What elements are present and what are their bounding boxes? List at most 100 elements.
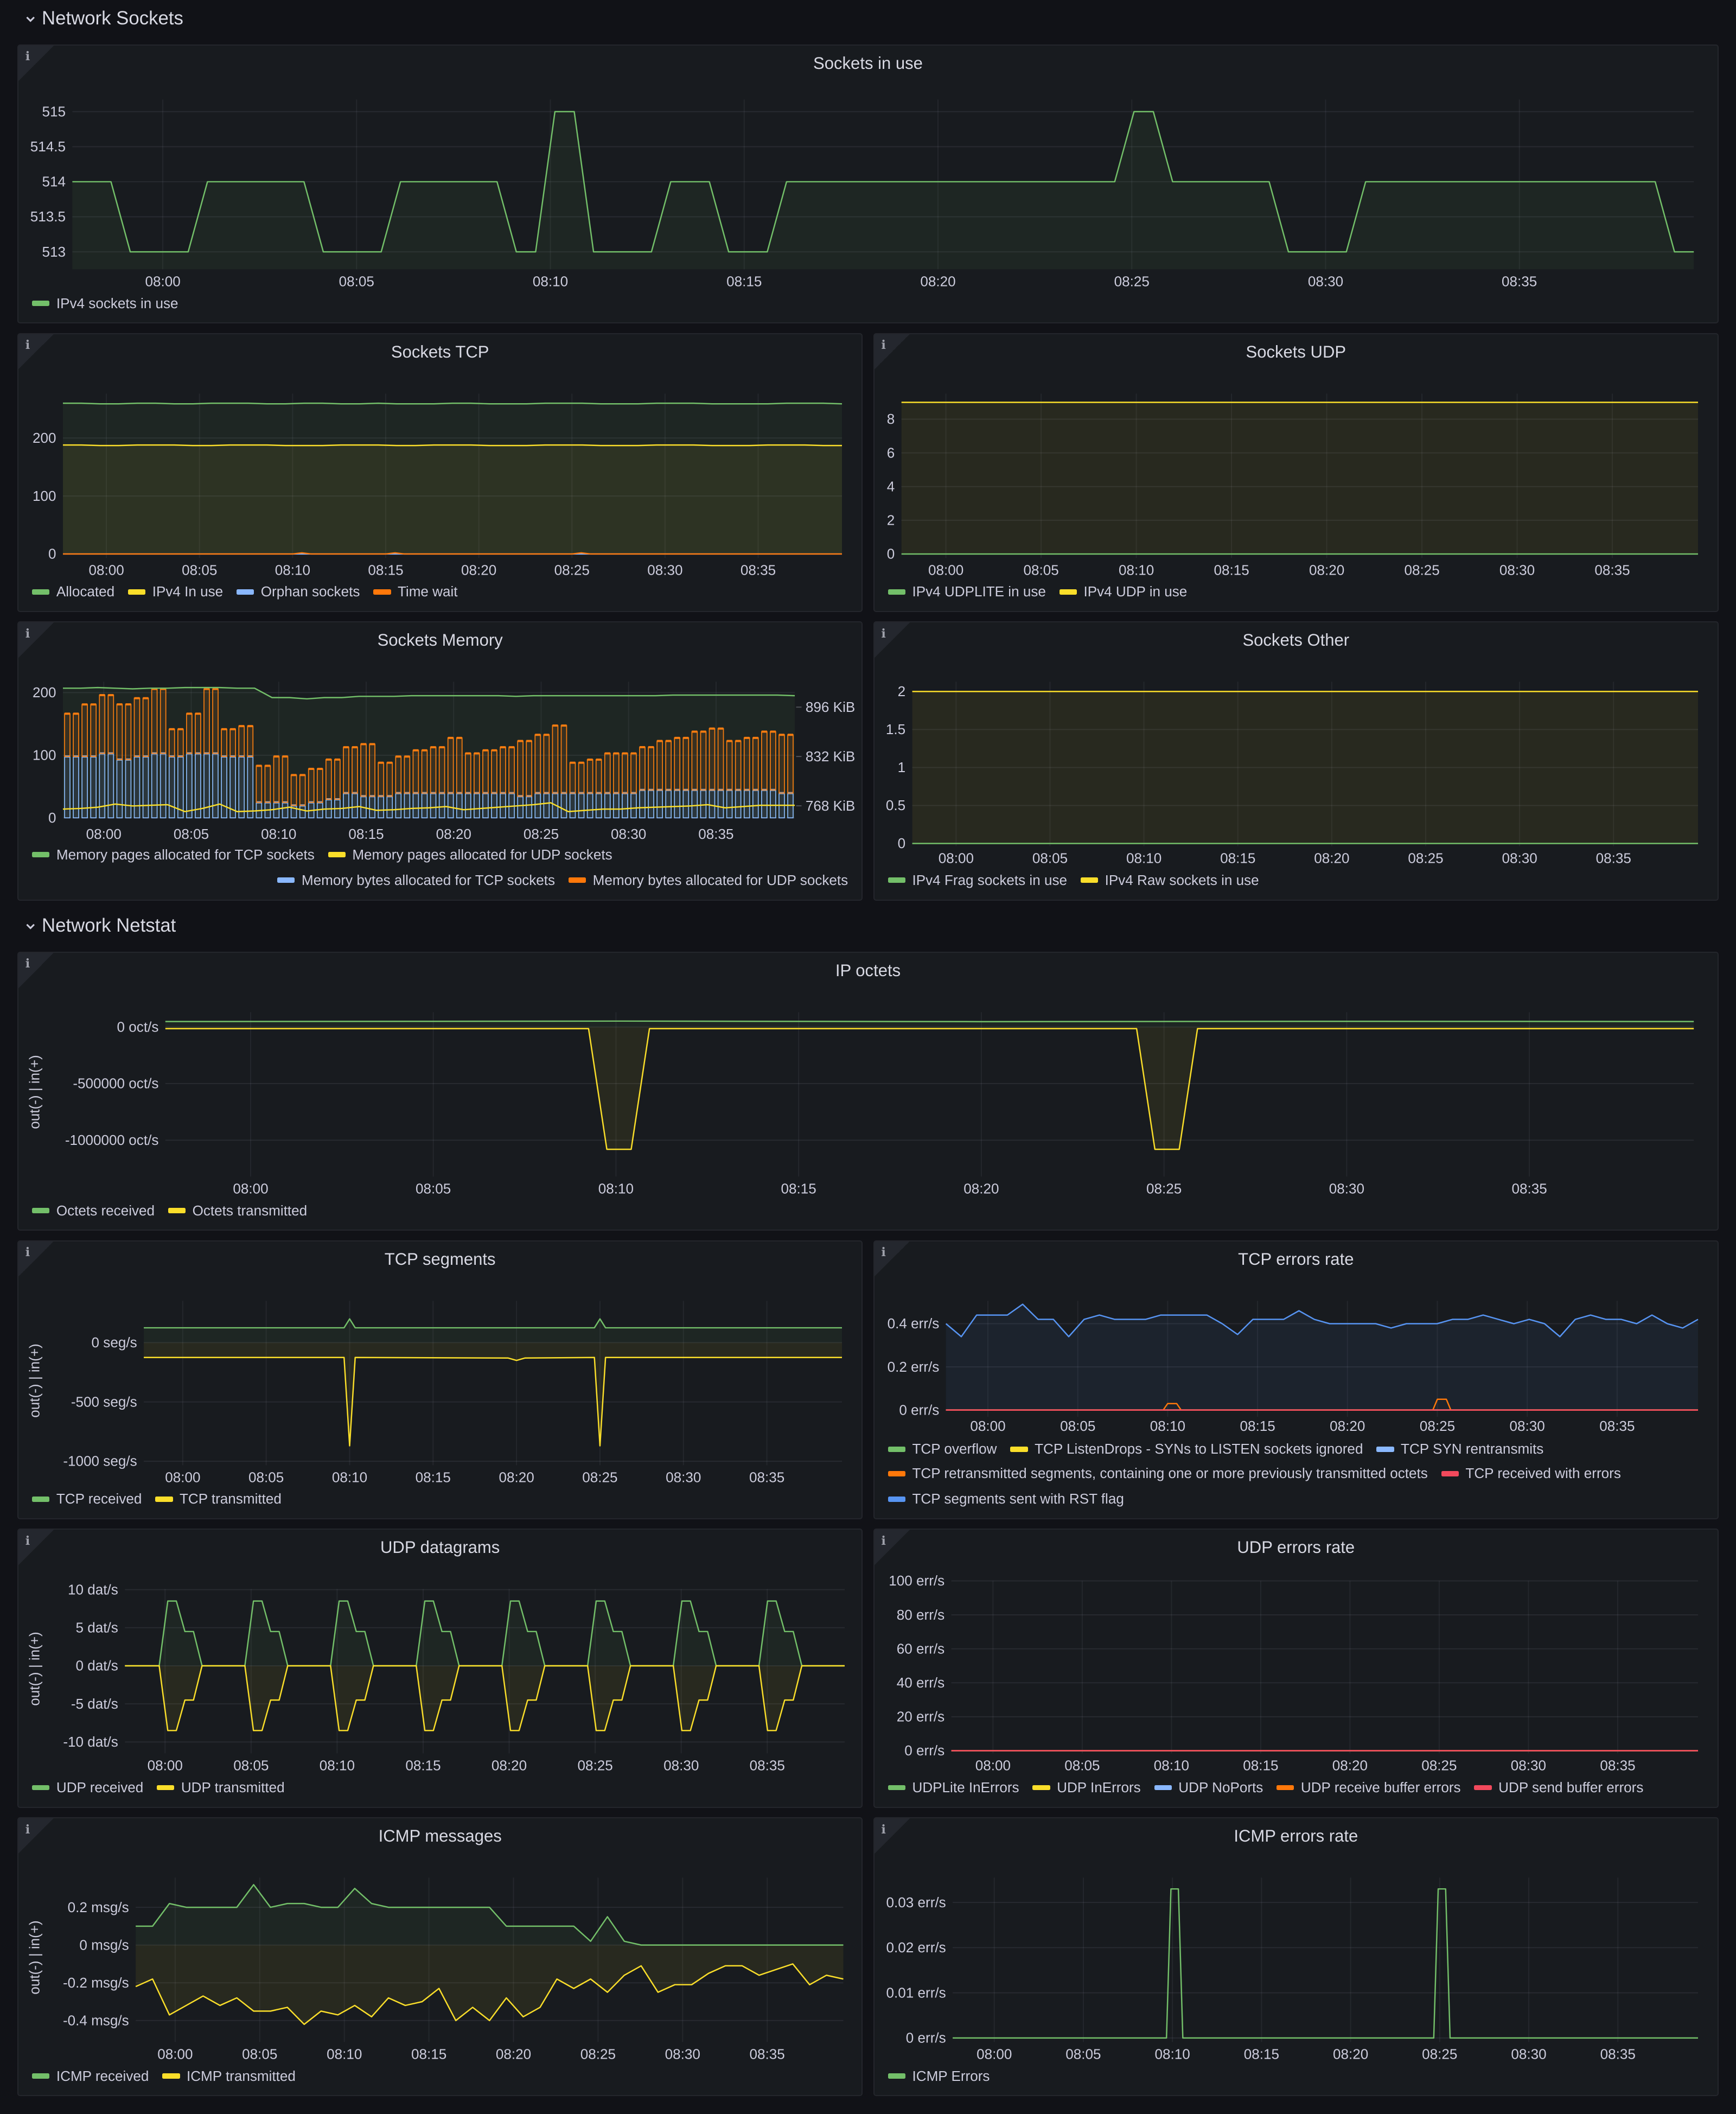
chart-plot[interactable]: 0 100 200 08:00 08:05 08:10 08:15 08:20 08:25 08:…	[18, 334, 863, 612]
panel-title[interactable]: UDP errors rate	[1237, 1538, 1355, 1557]
x-tick-label: 08:15	[781, 1181, 816, 1197]
info-icon[interactable]: i	[874, 1241, 910, 1277]
legend-item[interactable]: TCP retransmitted segments, containing o…	[888, 1465, 1428, 1482]
legend-item[interactable]: Orphan sockets	[237, 583, 360, 600]
legend-item[interactable]: UDPLite InErrors	[888, 1779, 1019, 1796]
legend-swatch	[1277, 1785, 1294, 1791]
chart-plot[interactable]: 0.2 msg/s 0 msg/s -0.2 msg/s -0.4 msg/s 08:0…	[18, 1818, 863, 2096]
legend-item[interactable]: UDP send buffer errors	[1474, 1779, 1643, 1796]
legend-item[interactable]: Time wait	[373, 583, 458, 600]
panel-title[interactable]: ICMP messages	[378, 1826, 502, 1845]
legend-item[interactable]: TCP received with errors	[1441, 1465, 1621, 1482]
chart-plot[interactable]: 513 513.5 514 514.5 515 08:00 08:05 08:10 08:15 0…	[18, 46, 1718, 323]
x-tick-label: 08:05	[234, 1758, 269, 1774]
panel-title[interactable]: Sockets TCP	[391, 342, 489, 361]
legend-item[interactable]: TCP received	[32, 1491, 142, 1507]
y-tick-label: 2	[887, 512, 895, 528]
legend-item[interactable]: UDP receive buffer errors	[1277, 1779, 1461, 1796]
panel-title[interactable]: ICMP errors rate	[1234, 1826, 1358, 1845]
legend-label: ICMP transmitted	[186, 2067, 296, 2084]
legend-item[interactable]: Memory bytes allocated for UDP sockets	[568, 872, 848, 889]
legend-item[interactable]: TCP transmitted	[155, 1491, 282, 1507]
row-header-network-sockets[interactable]: Network Sockets	[24, 5, 183, 33]
chart-plot[interactable]: 10 dat/s 5 dat/s 0 dat/s -5 dat/s -10 dat/s 0…	[18, 1530, 863, 1807]
legend-item[interactable]: TCP overflow	[888, 1441, 997, 1457]
legend-item[interactable]: IPv4 sockets in use	[32, 295, 178, 312]
legend-item[interactable]: TCP ListenDrops - SYNs to LISTEN sockets…	[1010, 1441, 1363, 1457]
legend-item[interactable]: ICMP transmitted	[162, 2068, 296, 2085]
info-icon[interactable]: i	[874, 1530, 910, 1565]
legend-item[interactable]: UDP transmitted	[157, 1779, 285, 1796]
y-right-tick-label: 896 KiB	[806, 699, 855, 715]
x-tick-label: 08:05	[1065, 2046, 1101, 2062]
info-icon[interactable]: i	[18, 1241, 54, 1277]
area-ipv4-udp-in-use	[901, 402, 1698, 554]
info-icon[interactable]: i	[18, 45, 54, 81]
info-icon[interactable]: i	[874, 1818, 910, 1854]
info-icon[interactable]: i	[18, 334, 54, 370]
info-glyph: i	[25, 626, 30, 641]
legend-item[interactable]: ICMP Errors	[888, 2068, 990, 2085]
x-tick-label: 08:15	[1243, 1758, 1278, 1774]
panel-title[interactable]: IP octets	[835, 960, 901, 980]
info-icon[interactable]: i	[18, 1530, 54, 1565]
y-tick-label: 0.2 err/s	[888, 1358, 940, 1374]
chart-plot[interactable]: 0 0.5 1 1.5 2 08:00 08:05 08:10 08:15 08:20 08:25 0…	[875, 622, 1719, 900]
panel-sockets-tcp: i Sockets TCP 0 100 200 08:00 08:05 08:10 08:15 0…	[17, 333, 863, 612]
legend-item[interactable]: TCP segments sent with RST flag	[888, 1491, 1124, 1507]
chart-plot[interactable]: 0 100 200 768 KiB 832 KiB 896 KiB 08:00 08:05 08…	[18, 622, 863, 900]
panel-title[interactable]: Sockets Memory	[377, 631, 503, 650]
legend-item[interactable]: ICMP received	[32, 2068, 149, 2085]
info-icon[interactable]: i	[18, 953, 54, 988]
legend-item[interactable]: UDP NoPorts	[1154, 1779, 1263, 1796]
panel-title[interactable]: TCP segments	[384, 1249, 496, 1269]
x-tick-label: 08:00	[89, 562, 124, 578]
legend-item[interactable]: Memory bytes allocated for TCP sockets	[277, 872, 555, 889]
info-glyph: i	[881, 626, 886, 641]
chart-plot[interactable]: 0 err/s 0.2 err/s 0.4 err/s 08:00 08:05 08:10…	[875, 1241, 1719, 1519]
legend-item[interactable]: IPv4 In use	[127, 583, 223, 600]
x-tick-label: 08:25	[583, 1469, 618, 1485]
legend-item[interactable]: IPv4 UDP in use	[1059, 583, 1187, 600]
legend-item[interactable]: Allocated	[32, 583, 114, 600]
info-icon[interactable]: i	[874, 622, 910, 658]
legend-item[interactable]: Memory pages allocated for TCP sockets	[32, 846, 315, 863]
info-icon[interactable]: i	[874, 334, 910, 370]
x-tick-label: 08:35	[1600, 1758, 1635, 1774]
panel-title[interactable]: UDP datagrams	[380, 1538, 500, 1557]
chart-plot[interactable]: 0 err/s 0.01 err/s 0.02 err/s 0.03 err/s 08:…	[875, 1818, 1719, 2096]
area-octets-received	[165, 1021, 1694, 1027]
chart-plot[interactable]: 0 err/s 20 err/s 40 err/s 60 err/s 80 err/s 1…	[875, 1530, 1719, 1807]
panel-title[interactable]: Sockets UDP	[1246, 342, 1346, 361]
line-allocated	[63, 402, 843, 405]
x-tick-label: 08:35	[1595, 850, 1631, 867]
legend-item[interactable]: Octets transmitted	[168, 1202, 307, 1219]
y-tick-label: 0.4 err/s	[888, 1315, 940, 1332]
panel-title[interactable]: Sockets in use	[813, 53, 923, 73]
area-tcp-received	[144, 1319, 843, 1343]
legend-item[interactable]: IPv4 Frag sockets in use	[888, 872, 1067, 889]
legend-item[interactable]: IPv4 UDPLITE in use	[888, 583, 1046, 600]
legend-item[interactable]: UDP InErrors	[1032, 1779, 1141, 1796]
y-tick-label: 4	[887, 478, 895, 494]
chart-plot[interactable]: 0 2 4 6 8 08:00 08:05 08:10 08:15 08:20 08:25 08:30…	[875, 334, 1719, 612]
legend-item[interactable]: IPv4 Raw sockets in use	[1080, 872, 1259, 889]
row-header-network-netstat[interactable]: Network Netstat	[24, 913, 176, 940]
x-tick-label: 08:00	[970, 1418, 1005, 1434]
legend-item[interactable]: TCP SYN rentransmits	[1376, 1441, 1543, 1457]
legend-item[interactable]: UDP received	[32, 1779, 143, 1796]
y-tick-label: 0	[48, 545, 56, 562]
info-icon[interactable]: i	[18, 1818, 54, 1854]
legend-item[interactable]: Octets received	[32, 1202, 155, 1219]
x-tick-label: 08:30	[648, 562, 683, 578]
legend-label: TCP segments sent with RST flag	[912, 1491, 1124, 1507]
chart-plot[interactable]: 0 oct/s -500000 oct/s -1000000 oct/s 08:00 0…	[18, 953, 1718, 1231]
line-icmp-errors	[953, 1888, 1698, 2039]
info-icon[interactable]: i	[18, 622, 54, 658]
chart-plot[interactable]: 0 seg/s -500 seg/s -1000 seg/s 08:00 08:05 08…	[18, 1241, 863, 1519]
panel-sockets-memory: i Sockets Memory 0 100 200 768 KiB 832 KiB 896 …	[17, 621, 863, 901]
legend-item[interactable]: Memory pages allocated for UDP sockets	[328, 846, 612, 863]
y-tick-label: 0.5	[886, 798, 905, 814]
panel-title[interactable]: Sockets Other	[1242, 631, 1350, 650]
panel-title[interactable]: TCP errors rate	[1238, 1249, 1354, 1269]
